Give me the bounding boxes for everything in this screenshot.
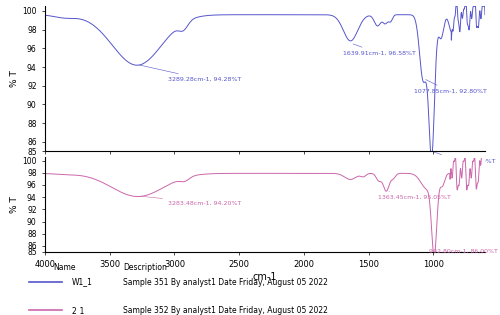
Text: 3289.28cm-1, 94.28%T: 3289.28cm-1, 94.28%T (140, 65, 241, 82)
Text: 2_1: 2_1 (72, 306, 85, 315)
Text: 3283.48cm-1, 94.20%T: 3283.48cm-1, 94.20%T (140, 196, 241, 205)
Text: W1_1: W1_1 (72, 278, 92, 287)
Text: Sample 352 By analyst1 Date Friday, August 05 2022: Sample 352 By analyst1 Date Friday, Augu… (124, 306, 328, 315)
X-axis label: cm-1: cm-1 (253, 272, 277, 282)
Text: Description: Description (124, 263, 168, 272)
Text: 1363.45cm-1, 95.05%T: 1363.45cm-1, 95.05%T (378, 192, 450, 200)
Text: 1639.91cm-1, 96.58%T: 1639.91cm-1, 96.58%T (342, 44, 415, 56)
Y-axis label: % T: % T (10, 196, 20, 213)
Text: Sample 351 By analyst1 Date Friday, August 05 2022: Sample 351 By analyst1 Date Friday, Augu… (124, 278, 328, 287)
Text: Name: Name (53, 263, 76, 272)
Y-axis label: % T: % T (10, 70, 20, 87)
Text: 1012.10cm-1, 85.00%T: 1012.10cm-1, 85.00%T (423, 152, 496, 163)
Text: 992.80cm-1, 86.00%T: 992.80cm-1, 86.00%T (430, 246, 498, 254)
Text: 1077.85cm-1, 92.80%T: 1077.85cm-1, 92.80%T (414, 79, 486, 94)
